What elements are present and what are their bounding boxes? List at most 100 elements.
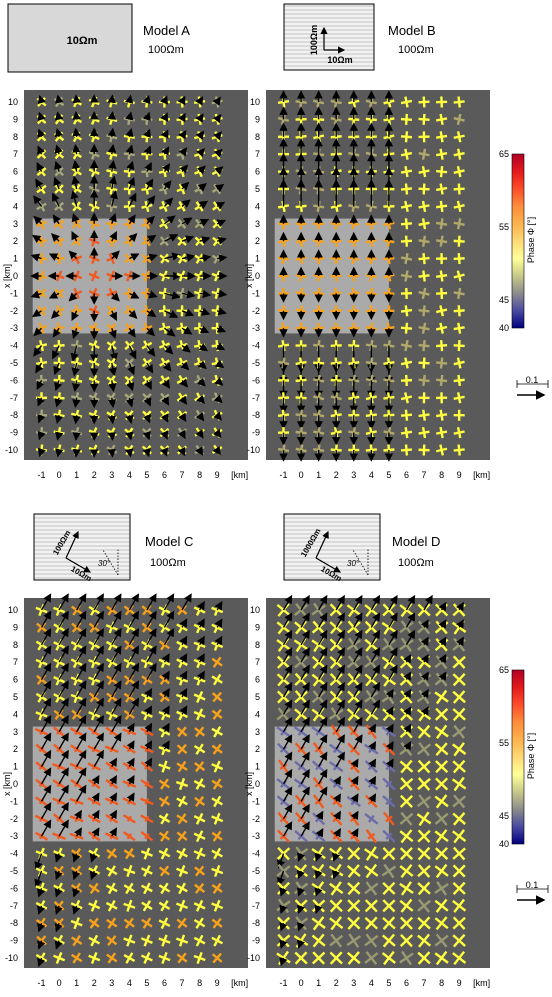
phase-cross-minor <box>454 380 465 381</box>
x-tick-label: -1 <box>10 288 18 298</box>
x-tick-label: -7 <box>10 393 18 403</box>
phase-cross-minor <box>401 136 412 137</box>
model-c-angle-label: 30° <box>98 559 111 568</box>
x-tick-label: 6 <box>255 167 260 177</box>
x-tick-label: 1 <box>13 254 18 264</box>
phase-cross-minor <box>436 362 447 363</box>
y-tick-label: 5 <box>144 978 149 988</box>
colorbar-tick: 55 <box>499 738 509 748</box>
y-tick-label: 8 <box>197 978 202 988</box>
x-tick-label: -5 <box>10 866 18 876</box>
phase-cross-minor <box>401 310 412 311</box>
y-tick-label: 1 <box>74 470 79 480</box>
colorbar-tick: 55 <box>499 222 509 232</box>
phase-cross-minor <box>419 310 430 311</box>
model-b-title: Model B <box>388 23 436 38</box>
x-tick-label: 8 <box>255 132 260 142</box>
x-tick-label: -10 <box>5 953 18 963</box>
x-tick-label: 0 <box>13 271 18 281</box>
x-tick-label: 3 <box>255 219 260 229</box>
phase-cross-minor <box>419 363 430 364</box>
phase-cross-minor <box>419 345 430 346</box>
induction-arrow <box>112 415 113 423</box>
x-tick-label: -6 <box>252 883 260 893</box>
induction-arrow <box>76 450 77 456</box>
x-tick-label: -8 <box>252 918 260 928</box>
colorbar-gradient <box>512 154 524 328</box>
phase-cross-minor <box>436 223 447 225</box>
y-axis-unit: [km] <box>473 978 490 988</box>
x-tick-label: -6 <box>10 375 18 385</box>
x-tick-label: -3 <box>10 323 18 333</box>
x-tick-label: 9 <box>255 114 260 124</box>
x-tick-label: -10 <box>247 953 260 963</box>
x-tick-label: 9 <box>255 622 260 632</box>
x-tick-label: -1 <box>252 796 260 806</box>
y-tick-label: 0 <box>57 978 62 988</box>
x-tick-label: -2 <box>10 814 18 824</box>
y-tick-label: 9 <box>215 978 220 988</box>
x-tick-label: -7 <box>10 901 18 911</box>
x-tick-label: 1 <box>255 254 260 264</box>
y-tick-label: 7 <box>422 978 427 988</box>
induction-arrow <box>112 113 113 120</box>
x-tick-label: -5 <box>10 358 18 368</box>
y-tick-label: 6 <box>404 978 409 988</box>
induction-arrow <box>76 113 77 120</box>
y-tick-label: 7 <box>180 978 185 988</box>
x-tick-label: -6 <box>10 883 18 893</box>
x-tick-label: -8 <box>252 410 260 420</box>
x-tick-label: -8 <box>10 410 18 420</box>
x-tick-label: 7 <box>255 657 260 667</box>
y-tick-label: 2 <box>92 978 97 988</box>
colorbar-tick: 45 <box>499 295 509 305</box>
induction-arrow <box>76 433 77 440</box>
phase-cross-minor <box>419 102 430 103</box>
x-tick-label: -3 <box>252 323 260 333</box>
x-tick-label: 4 <box>255 201 260 211</box>
x-tick-label: 3 <box>255 727 260 737</box>
y-tick-label: 3 <box>351 470 356 480</box>
x-tick-label: 0 <box>255 271 260 281</box>
y-tick-label: -1 <box>38 978 46 988</box>
y-tick-label: 5 <box>386 470 391 480</box>
y-tick-label: 1 <box>316 470 321 480</box>
phase-cross-minor <box>436 171 447 172</box>
y-tick-label: 3 <box>351 978 356 988</box>
x-tick-label: 1 <box>13 762 18 772</box>
phase-cross-minor <box>401 432 412 434</box>
x-tick-label: 7 <box>13 657 18 667</box>
phase-cross-minor <box>419 258 430 259</box>
phase-cross-minor <box>454 310 465 311</box>
induction-arrow <box>76 96 77 102</box>
x-tick-label: 10 <box>8 97 18 107</box>
y-tick-label: 7 <box>180 470 185 480</box>
model-a-host: 100Ωm <box>148 44 184 56</box>
x-tick-label: 2 <box>255 744 260 754</box>
y-tick-label: 4 <box>127 470 132 480</box>
colorbar-tick: 40 <box>499 323 509 333</box>
x-tick-label: 8 <box>255 640 260 650</box>
y-tick-label: 9 <box>215 470 220 480</box>
colorbar-tick: 65 <box>499 149 509 159</box>
x-tick-label: 4 <box>13 201 18 211</box>
colorbar-label: Phase Φ [°] <box>526 733 536 779</box>
x-axis-label: x [km] <box>2 772 12 796</box>
x-tick-label: -3 <box>252 831 260 841</box>
y-tick-label: 3 <box>109 470 114 480</box>
x-tick-label: 2 <box>13 744 18 754</box>
x-tick-label: -4 <box>10 849 18 859</box>
colorbar-gradient <box>512 670 524 844</box>
y-tick-label: 5 <box>386 978 391 988</box>
y-tick-label: -1 <box>280 978 288 988</box>
y-tick-label: 2 <box>334 470 339 480</box>
x-tick-label: 4 <box>13 709 18 719</box>
x-tick-label: -6 <box>252 375 260 385</box>
x-tick-label: -3 <box>10 831 18 841</box>
y-tick-label: 9 <box>457 978 462 988</box>
model-a-block-label: 10Ωm <box>67 35 98 47</box>
x-axis-label: x [km] <box>244 264 254 288</box>
